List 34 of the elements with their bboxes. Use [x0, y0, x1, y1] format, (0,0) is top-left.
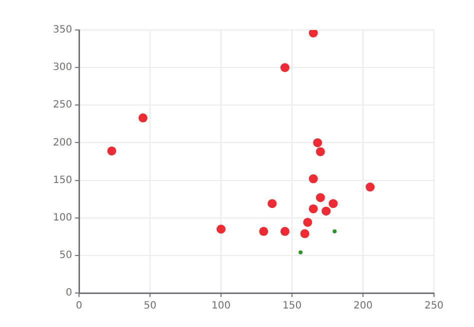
- point: [298, 250, 303, 254]
- point: [268, 199, 277, 208]
- y-tick-label: 200: [52, 137, 72, 148]
- point: [328, 199, 338, 208]
- x-tick-label: 150: [282, 300, 302, 312]
- x-tick-label: 100: [212, 300, 231, 312]
- point: [322, 206, 331, 216]
- point: [280, 63, 290, 72]
- point: [366, 182, 375, 192]
- x-tick-label: 0: [76, 300, 82, 312]
- point: [280, 226, 290, 236]
- point: [303, 218, 312, 227]
- y-tick-label: 100: [52, 212, 72, 224]
- y-tick-label: 0: [66, 288, 72, 299]
- point: [316, 193, 325, 202]
- point: [216, 224, 226, 234]
- point: [332, 229, 337, 234]
- y-tick-label: 50: [59, 250, 72, 262]
- x-tick-label: 250: [424, 300, 444, 312]
- y-tick-label: 300: [52, 62, 72, 74]
- y-tick-label: 350: [52, 24, 72, 36]
- point: [259, 226, 268, 236]
- y-tick-label: 150: [52, 174, 72, 186]
- y-tick-label: 250: [52, 100, 72, 111]
- point: [107, 146, 116, 156]
- point: [316, 147, 325, 156]
- x-tick-label: 50: [144, 300, 156, 312]
- point: [313, 138, 322, 148]
- x-tick-label: 200: [353, 300, 373, 312]
- point: [308, 204, 318, 214]
- point: [308, 30, 318, 38]
- point: [138, 113, 148, 122]
- point: [300, 229, 310, 238]
- point: [308, 174, 318, 184]
